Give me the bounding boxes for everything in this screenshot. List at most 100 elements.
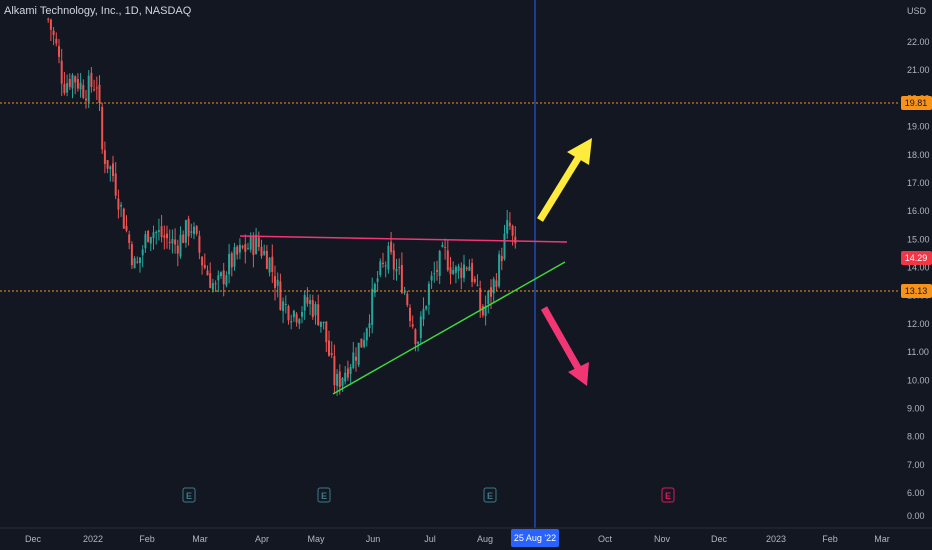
candle-body (155, 231, 158, 234)
earnings-marker-3[interactable]: E (483, 487, 497, 503)
svg-text:E: E (321, 491, 327, 501)
candle-body (114, 173, 117, 196)
candle-body (125, 225, 128, 231)
candle-body (252, 236, 255, 255)
candle-body (220, 272, 222, 276)
candle-body (390, 241, 393, 253)
price-tick-label: 21.00 (907, 65, 930, 75)
candle-body (311, 300, 314, 318)
candle-body (338, 371, 341, 388)
candle-body (411, 324, 414, 327)
earnings-marker-2[interactable]: E (317, 487, 331, 503)
candle-body (190, 231, 193, 233)
candle-body (49, 19, 52, 30)
candle-body (460, 267, 463, 278)
candle-body (85, 98, 87, 101)
time-tick-label: Dec (25, 534, 42, 544)
candle-body (417, 342, 420, 344)
candle-body (276, 279, 279, 286)
candle-body (120, 204, 123, 207)
candle-body (373, 284, 376, 293)
candle-body (403, 291, 406, 294)
candle-body (430, 275, 433, 281)
time-tick-label: Mar (192, 534, 208, 544)
candle-body (214, 283, 217, 285)
time-tick-label: Jun (366, 534, 381, 544)
time-tick-label: 2022 (83, 534, 103, 544)
time-tick-label: Apr (255, 534, 269, 544)
candle-body (498, 254, 501, 287)
time-tick-label: Feb (139, 534, 155, 544)
candle-body (74, 76, 77, 83)
candle-body (503, 233, 506, 260)
candle-body (144, 234, 147, 249)
time-tick-label: Jul (424, 534, 436, 544)
svg-text:E: E (186, 491, 192, 501)
breakout-up-arrow[interactable] (537, 138, 592, 222)
candle-body (425, 306, 428, 310)
candle-body (71, 75, 74, 89)
candle-body (295, 313, 298, 323)
earnings-marker-upcoming[interactable]: E (661, 487, 675, 503)
candle-body (322, 321, 325, 324)
candle-body (317, 304, 320, 326)
candle-body (508, 222, 511, 227)
time-axis[interactable]: Dec 2022 Feb Mar Apr May Jun Jul Aug Oct Nov Dec 202… (25, 534, 890, 544)
resistance-trendline[interactable] (239, 235, 568, 243)
time-tick-label: Dec (711, 534, 728, 544)
candle-body (438, 251, 441, 276)
exchange-label: NASDAQ (144, 5, 192, 17)
candle-body (244, 244, 247, 252)
price-tick-label: 18.00 (907, 150, 930, 160)
candle-body (136, 261, 139, 263)
candle-body (506, 220, 509, 234)
candle-body (206, 270, 209, 276)
currency-label: USD (907, 6, 927, 16)
candle-body (344, 372, 347, 382)
candle-body (222, 270, 225, 285)
candle-body (141, 249, 144, 256)
candle-body (457, 266, 460, 272)
candle-body (301, 312, 303, 317)
candle-body (384, 265, 387, 267)
candle-body (514, 236, 517, 244)
time-tick-label: Nov (654, 534, 671, 544)
candle-body (427, 283, 430, 305)
time-tick-label: Feb (822, 534, 838, 544)
candle-body (211, 283, 214, 290)
candle-body (352, 352, 355, 368)
price-tick-label: 10.00 (907, 375, 930, 385)
price-tick-label: 22.00 (907, 37, 930, 47)
candle-body (66, 83, 69, 93)
candle-body (238, 244, 241, 253)
candle-body (484, 305, 487, 316)
price-tick-label: 11.00 (907, 347, 929, 357)
candle-body (465, 267, 468, 269)
breakdown-down-arrow[interactable] (540, 306, 589, 386)
candle-body (76, 79, 79, 89)
candle-body (87, 75, 90, 102)
candle-body (414, 329, 417, 344)
candle-body (471, 263, 474, 282)
time-tick-label: 2023 (766, 534, 786, 544)
candle-body (468, 266, 471, 271)
candle-body (392, 250, 395, 270)
candle-body (130, 244, 133, 266)
candle-body (195, 226, 198, 234)
candle-body (398, 267, 401, 269)
candle-body (201, 256, 204, 266)
candle-body (93, 89, 96, 91)
support-trendline[interactable] (332, 261, 566, 395)
candle-body (400, 265, 403, 293)
candle-body (371, 288, 374, 325)
candle-body (168, 241, 171, 243)
candle-body (309, 300, 312, 305)
price-tick-label: 14.00 (907, 263, 930, 273)
candle-body (166, 233, 168, 239)
earnings-marker-1[interactable]: E (182, 487, 196, 503)
time-tick-label: Mar (874, 534, 890, 544)
candle-body (473, 278, 476, 282)
price-tick-label: 12.00 (907, 319, 930, 329)
